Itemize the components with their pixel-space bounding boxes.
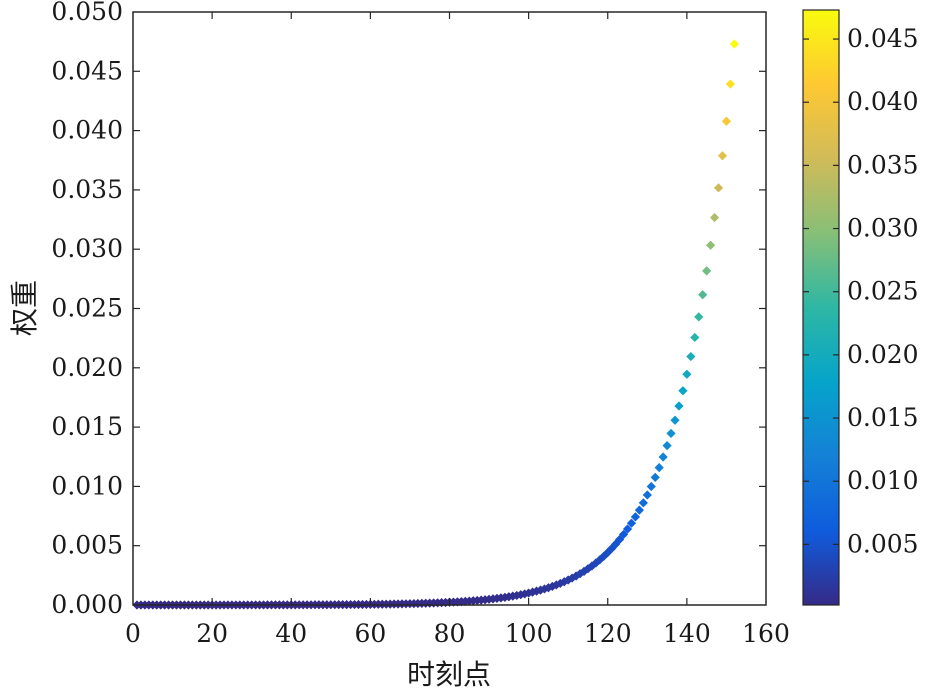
x-tick-label: 0: [125, 619, 141, 648]
y-tick-label: 0.045: [51, 56, 123, 85]
data-points: [132, 39, 739, 610]
data-point: [508, 591, 518, 601]
y-tick-label: 0.015: [51, 412, 123, 441]
x-tick-label: 20: [196, 619, 228, 648]
data-point: [535, 585, 546, 595]
data-point: [650, 472, 660, 482]
data-point: [698, 290, 708, 300]
data-point: [559, 577, 569, 587]
data-point: [579, 566, 589, 576]
data-point: [634, 505, 644, 515]
y-tick-label: 0.030: [51, 234, 123, 263]
data-point: [713, 183, 724, 193]
data-point: [618, 529, 629, 540]
colorbar-tick-label: 0.045: [847, 24, 919, 53]
data-point: [595, 555, 605, 565]
data-point: [654, 462, 664, 473]
data-point: [646, 481, 656, 492]
data-point: [717, 151, 728, 161]
x-axis-label: 时刻点: [407, 658, 491, 691]
x-tick-label: 100: [505, 619, 553, 648]
data-point: [531, 586, 542, 596]
x-tick-label: 40: [275, 619, 307, 648]
y-tick-label: 0.025: [51, 294, 123, 323]
data-point: [725, 79, 735, 89]
data-point: [694, 312, 704, 322]
data-point: [587, 561, 597, 571]
data-point: [611, 539, 621, 549]
colorbar: [802, 9, 840, 606]
data-point: [551, 580, 561, 590]
data-point: [666, 428, 676, 439]
y-tick-label: 0.035: [51, 175, 123, 204]
data-point: [690, 332, 700, 343]
colorbar-tick-label: 0.005: [847, 529, 919, 558]
data-point: [729, 39, 739, 49]
colorbar-tick-label: 0.010: [847, 466, 919, 495]
data-point: [527, 587, 538, 597]
data-point: [662, 441, 672, 451]
colorbar-tick-label: 0.025: [847, 277, 919, 306]
x-tick-label: 60: [354, 619, 386, 648]
plot-frame: [132, 11, 767, 606]
data-point: [626, 518, 637, 528]
data-point: [630, 512, 641, 522]
y-tick-label: 0.000: [51, 590, 123, 619]
data-point: [607, 543, 617, 554]
x-tick-label: 80: [434, 619, 466, 648]
colorbar-axis: 0.005 0.010 0.015 0.020 0.025 0.030 0.035 0.040…: [803, 24, 919, 558]
y-tick-label: 0.005: [51, 531, 123, 560]
data-point: [567, 573, 577, 583]
data-point: [709, 212, 720, 223]
data-point: [571, 571, 581, 581]
colorbar-tick-label: 0.035: [847, 150, 919, 179]
data-point: [686, 351, 696, 362]
data-point: [524, 588, 534, 598]
colorbar-tick-label: 0.030: [847, 214, 919, 243]
y-tick-label: 0.040: [51, 116, 123, 145]
data-point: [638, 498, 648, 508]
x-tick-label: 140: [663, 619, 711, 648]
data-point: [512, 590, 522, 601]
data-point: [622, 524, 633, 534]
y-tick-label: 0.020: [51, 353, 123, 382]
data-point: [674, 401, 684, 411]
y-axis-label: 权重: [8, 280, 41, 336]
data-point: [642, 490, 652, 500]
data-point: [670, 415, 680, 425]
colorbar-tick-label: 0.040: [847, 87, 919, 116]
data-point: [706, 240, 716, 250]
data-point: [678, 386, 688, 396]
data-point: [721, 116, 732, 126]
x-tick-label: 120: [584, 619, 632, 648]
y-axis: 0.000 0.005 0.010 0.015 0.020 0.025 0.030 0.035…: [51, 0, 766, 619]
data-point: [658, 452, 668, 462]
data-point: [702, 266, 712, 276]
x-axis: 0 20 40 60 80 100 120 140 160: [125, 12, 790, 648]
data-point: [547, 581, 557, 591]
data-point: [603, 547, 613, 558]
data-point: [520, 589, 530, 599]
colorbar-tick-label: 0.020: [847, 340, 919, 369]
data-point: [591, 558, 601, 568]
y-tick-label: 0.050: [51, 0, 123, 26]
x-tick-label: 160: [742, 619, 790, 648]
y-tick-label: 0.010: [51, 471, 123, 500]
data-point: [555, 578, 565, 589]
data-point: [682, 369, 692, 379]
colorbar-tick-label: 0.015: [847, 403, 919, 432]
